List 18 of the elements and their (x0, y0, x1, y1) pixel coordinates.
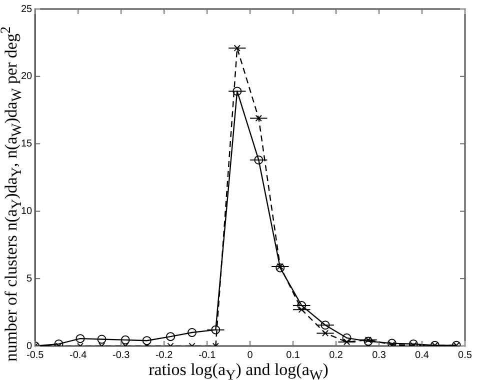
y-tick-label: 10 (21, 206, 33, 217)
y-tick-label: 5 (26, 273, 33, 284)
x-tick-label: 0.5 (458, 350, 472, 361)
x-tick-label: 0.3 (372, 350, 386, 361)
x-tick-label: 0 (247, 350, 254, 361)
y-tick-label: 20 (21, 71, 33, 82)
x-tick-label: -0.2 (155, 350, 174, 361)
y-tick-label: 0 (26, 340, 33, 352)
x-tick-label: -0.5 (26, 350, 44, 361)
x-tick-label: -0.4 (69, 350, 88, 361)
x-tick-label: -0.3 (112, 350, 130, 361)
y-tick-label: 25 (21, 4, 33, 15)
x-axis-title: ratios log(a$_{Y}$) and log(a$_{W}$) (148, 360, 328, 383)
x-tick-label: 0.1 (286, 350, 300, 361)
x-tick-label: 0.2 (329, 350, 344, 361)
x-tick-label: 0.4 (415, 350, 430, 361)
y-tick-label: 15 (21, 138, 33, 150)
x-tick-label: -0.1 (198, 350, 216, 361)
